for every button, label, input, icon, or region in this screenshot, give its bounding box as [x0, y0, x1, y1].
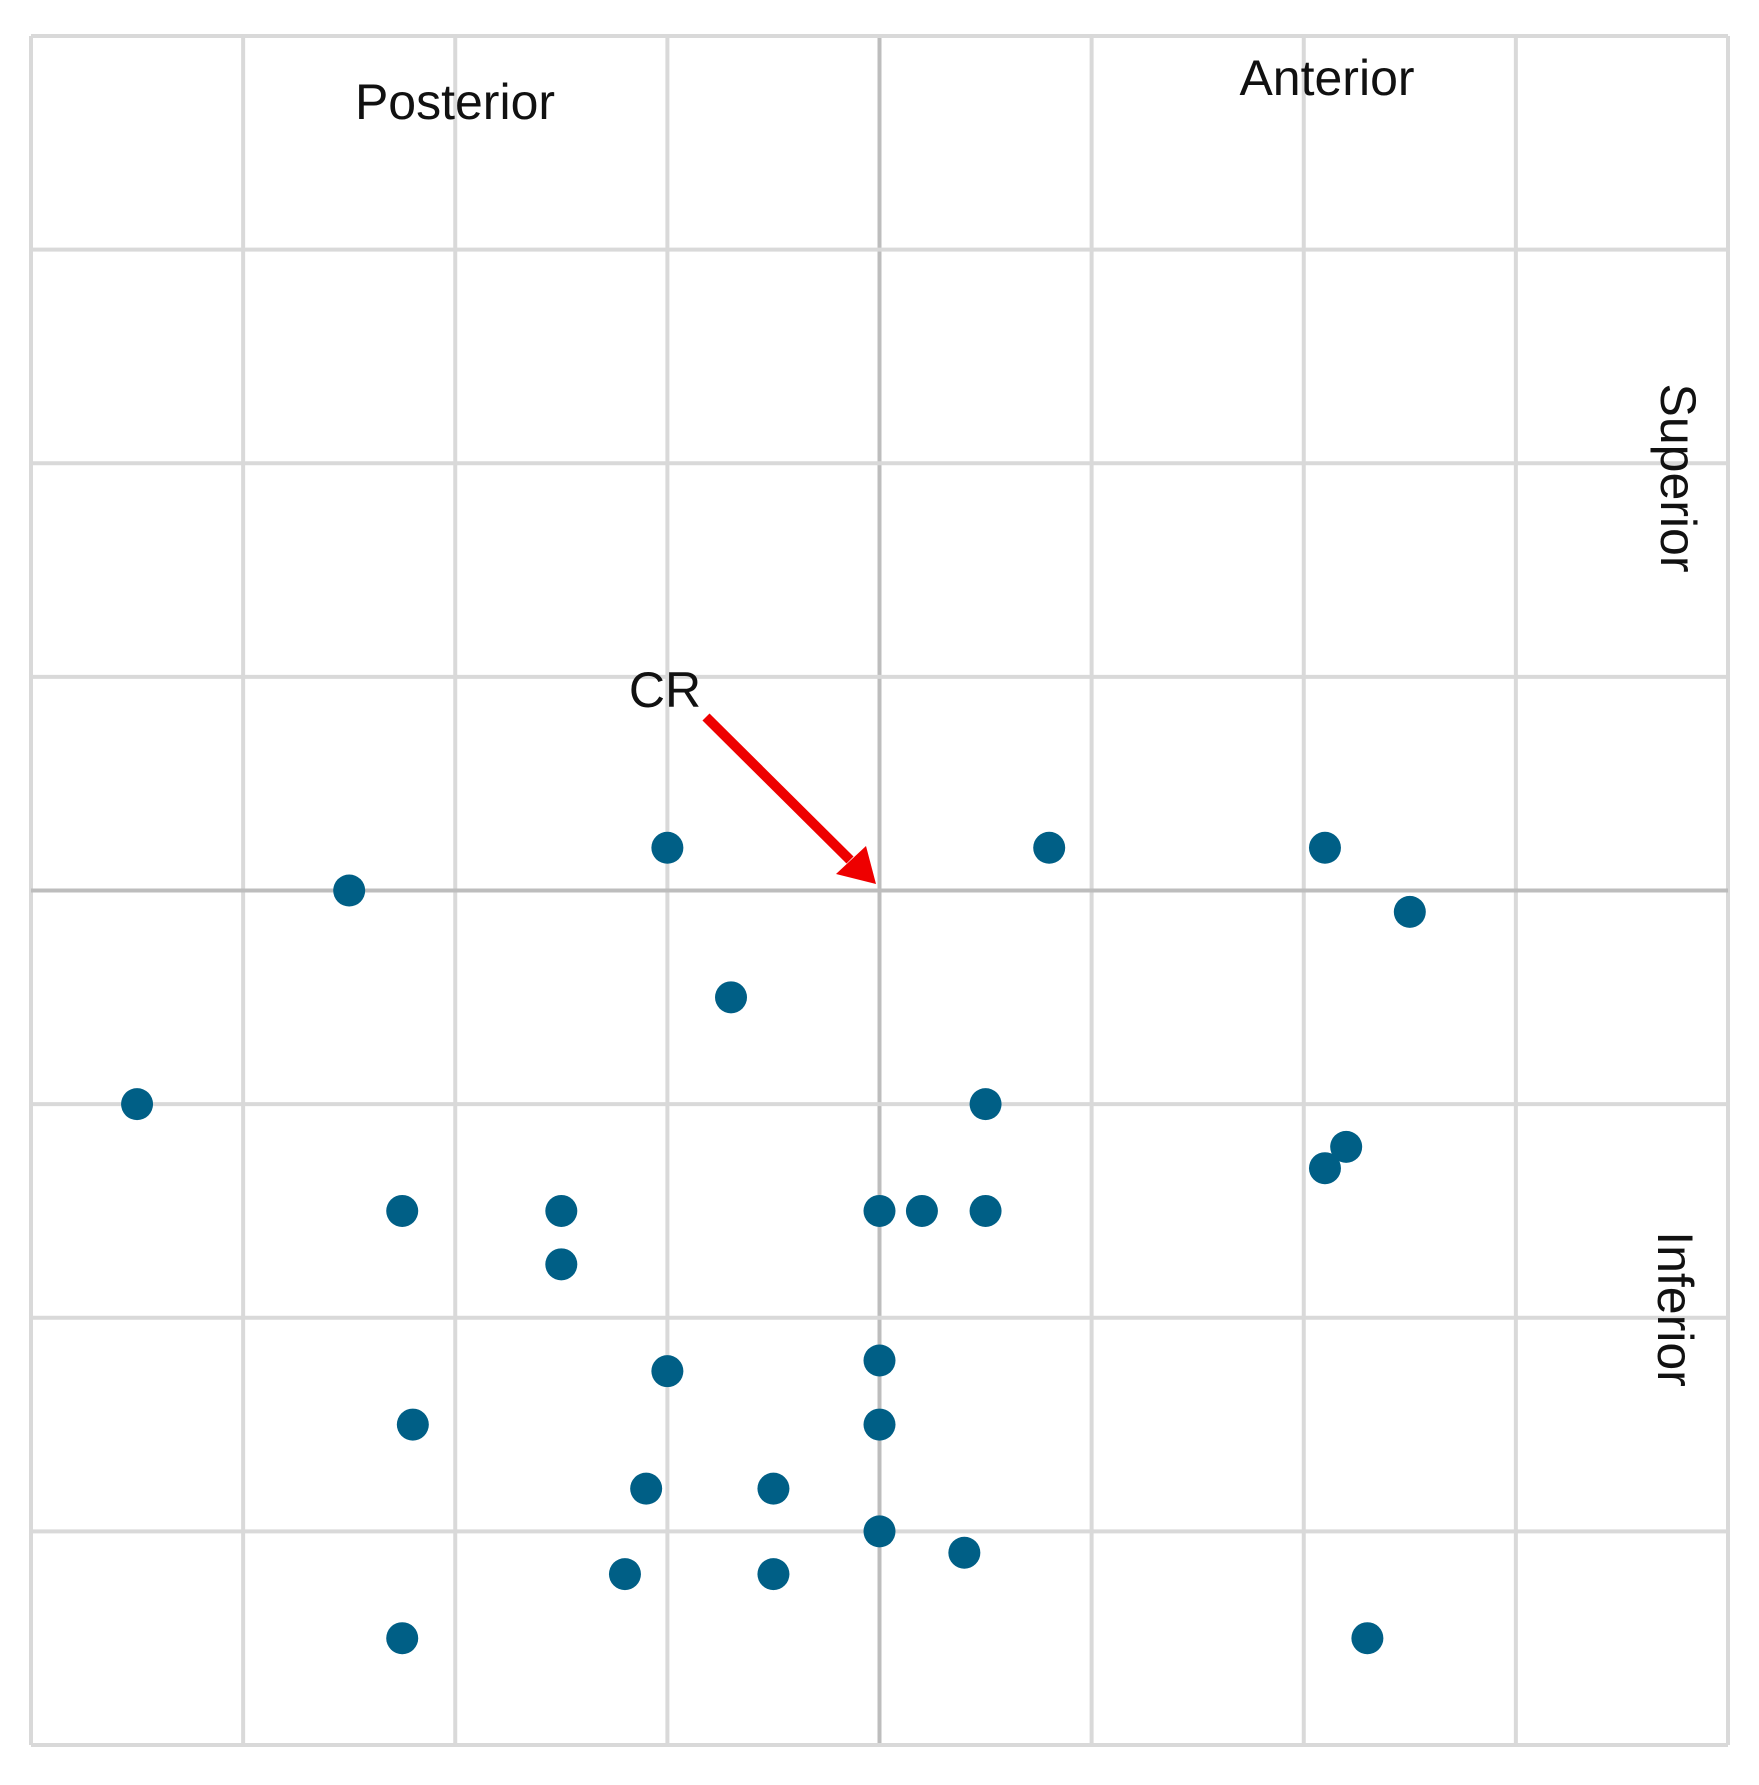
grid	[29, 34, 1730, 1747]
annotation: Inferior	[1647, 1231, 1703, 1387]
point	[386, 1194, 419, 1227]
point	[948, 1536, 981, 1569]
point	[715, 981, 748, 1014]
point	[396, 1408, 429, 1441]
point	[757, 1558, 790, 1591]
points	[121, 831, 1426, 1655]
point	[1351, 1622, 1384, 1655]
point	[1308, 831, 1341, 864]
arrow-shaft	[702, 713, 854, 864]
point	[863, 1194, 896, 1227]
point	[969, 1088, 1002, 1121]
point	[1308, 1152, 1341, 1185]
point	[545, 1194, 578, 1227]
point	[651, 1355, 684, 1388]
annotation: Anterior	[1239, 50, 1414, 106]
point	[121, 1088, 154, 1121]
point	[905, 1194, 938, 1227]
point	[630, 1472, 663, 1505]
point	[1393, 895, 1426, 928]
point	[757, 1472, 790, 1505]
point	[545, 1248, 578, 1281]
arrow-head	[836, 846, 876, 884]
point	[386, 1622, 419, 1655]
annotation: Superior	[1650, 384, 1706, 573]
point	[651, 831, 684, 864]
annotation: CR	[629, 662, 701, 718]
point	[863, 1344, 896, 1377]
point	[969, 1194, 1002, 1227]
point	[863, 1515, 896, 1548]
point	[333, 874, 366, 907]
point	[863, 1408, 896, 1441]
annotation: Posterior	[355, 74, 555, 130]
point	[1033, 831, 1066, 864]
point	[1330, 1130, 1363, 1163]
point	[608, 1558, 641, 1591]
